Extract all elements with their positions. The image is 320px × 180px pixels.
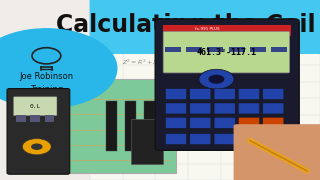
Bar: [16, 115, 26, 122]
FancyBboxPatch shape: [190, 134, 211, 145]
FancyBboxPatch shape: [238, 134, 260, 145]
Bar: [207, 47, 223, 52]
FancyBboxPatch shape: [163, 31, 290, 73]
Bar: [30, 115, 40, 122]
FancyBboxPatch shape: [155, 19, 299, 150]
FancyBboxPatch shape: [90, 0, 320, 54]
Text: 461.3²-117.1: 461.3²-117.1: [196, 48, 256, 57]
Bar: [229, 47, 245, 52]
Text: Joe Robinson: Joe Robinson: [19, 72, 74, 81]
Bar: [163, 25, 291, 36]
Circle shape: [199, 69, 234, 89]
Bar: [10, 79, 176, 173]
FancyBboxPatch shape: [263, 89, 284, 100]
FancyBboxPatch shape: [234, 124, 320, 180]
Text: fx-991 PLUS: fx-991 PLUS: [195, 27, 219, 31]
Bar: [45, 115, 54, 122]
Circle shape: [31, 143, 43, 150]
Bar: [125, 101, 136, 151]
Text: $= \sqrt{461^2-117^2}$: $= \sqrt{461^2-117^2}$: [122, 103, 168, 113]
Bar: [186, 47, 202, 52]
FancyBboxPatch shape: [7, 89, 70, 174]
FancyBboxPatch shape: [214, 134, 235, 145]
FancyBboxPatch shape: [165, 117, 187, 128]
FancyBboxPatch shape: [190, 89, 211, 100]
Circle shape: [22, 139, 51, 155]
Bar: [131, 119, 163, 164]
Text: Calculating the Coil 1: Calculating the Coil 1: [56, 13, 320, 37]
Bar: [144, 101, 155, 151]
FancyBboxPatch shape: [263, 103, 284, 114]
FancyBboxPatch shape: [165, 103, 187, 114]
FancyBboxPatch shape: [190, 103, 211, 114]
FancyBboxPatch shape: [238, 89, 260, 100]
Text: Training: Training: [30, 85, 63, 94]
Bar: [90, 0, 320, 180]
FancyBboxPatch shape: [214, 117, 235, 128]
Bar: [165, 47, 181, 52]
FancyBboxPatch shape: [263, 134, 284, 145]
Bar: [271, 47, 287, 52]
FancyBboxPatch shape: [165, 89, 187, 100]
FancyBboxPatch shape: [165, 134, 187, 145]
FancyBboxPatch shape: [238, 103, 260, 114]
Bar: [106, 101, 117, 151]
FancyBboxPatch shape: [238, 117, 260, 128]
Text: $Z^2= R^2 + X_L^2$: $Z^2= R^2 + X_L^2$: [122, 58, 161, 68]
FancyBboxPatch shape: [13, 97, 57, 116]
FancyBboxPatch shape: [263, 117, 284, 128]
Circle shape: [208, 75, 224, 84]
Bar: [250, 47, 266, 52]
FancyBboxPatch shape: [190, 117, 211, 128]
Text: 0.L: 0.L: [29, 104, 41, 109]
Text: $X_L = \sqrt{Z^2-R^2}$: $X_L = \sqrt{Z^2-R^2}$: [122, 81, 167, 95]
FancyBboxPatch shape: [214, 89, 235, 100]
FancyBboxPatch shape: [214, 103, 235, 114]
Circle shape: [0, 29, 117, 108]
